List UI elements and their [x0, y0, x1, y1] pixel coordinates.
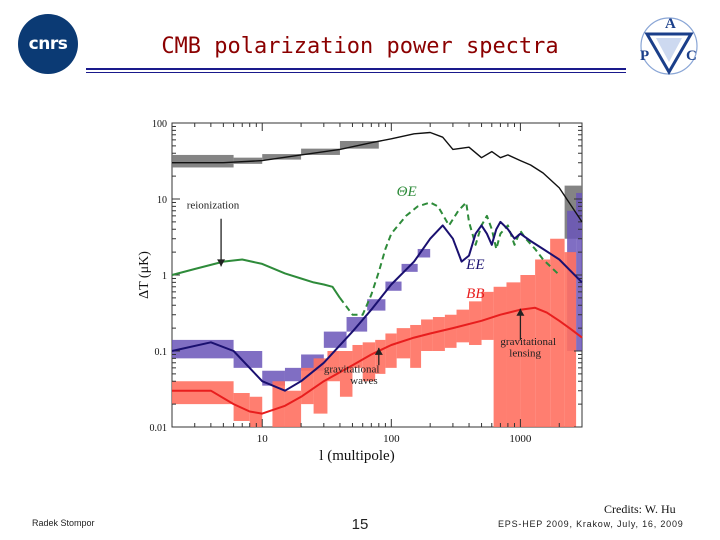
author-name: Radek Stompor [32, 518, 95, 528]
x-axis-label: l (multipole) [319, 448, 394, 464]
y-tick-label-0.01: 0.01 [150, 423, 168, 434]
tt-series-line-0 [172, 131, 583, 223]
x-tick-label-1000: 1000 [509, 433, 532, 445]
bb-box-error-box-39 [481, 291, 494, 340]
te-series-line-1 [339, 201, 560, 316]
annotation-arrowhead-1 [374, 347, 383, 355]
bb-box-error-box-28 [352, 344, 363, 368]
power-spectra-chart: 10 100 1000 0.01 0.1 1 10 100 l (multipole) ΔT (μ… [137, 119, 583, 464]
title-rule [86, 68, 626, 70]
ee-box-error-box-14 [385, 281, 402, 291]
bb-box-error-box-41 [506, 282, 521, 427]
y-tick-label-100: 100 [152, 119, 167, 130]
ee-box-error-box-15 [401, 263, 418, 272]
x-tick-label-100: 100 [383, 433, 400, 445]
bb-box-error-box-32 [396, 328, 411, 359]
cnrs-logo: cnrs [18, 14, 78, 74]
y-axis-label: ΔT (μK) [137, 251, 152, 299]
y-tick-label-10: 10 [157, 195, 167, 206]
annotation-arrowhead-2 [516, 308, 525, 316]
bb-box-error-box-25 [313, 358, 328, 414]
bb-box-error-box-29 [362, 342, 376, 382]
ee-box-error-box-11 [323, 331, 347, 348]
tt-box-error-box-2 [262, 154, 302, 160]
bb-box-error-box-31 [385, 333, 397, 368]
credits-text: Credits: W. Hu [604, 502, 676, 516]
page-number: 15 [351, 516, 369, 533]
ee-box-error-box-16 [417, 248, 431, 258]
bb-box-error-box-23 [284, 390, 302, 427]
annotation-label-1: EE [465, 257, 484, 273]
y-tick-label-0.1: 0.1 [155, 347, 168, 358]
annotation-label-3: reionization [187, 199, 240, 211]
event-name: EPS-HEP 2009, Krakow, July, 16, 2009 [498, 519, 684, 529]
annotation-arrowhead-0 [217, 259, 226, 267]
annotation-label-0: ΘE [397, 184, 417, 200]
slide-title: CMB polarization power spectra [161, 34, 559, 59]
bb-box-error-box-30 [375, 339, 386, 374]
bb-box-error-box-27 [339, 351, 353, 397]
bb-box-error-box-40 [493, 286, 507, 427]
bb-box-error-box-22 [272, 381, 285, 427]
x-tick-label-10: 10 [257, 433, 269, 445]
bb-box-error-box-35 [432, 317, 445, 351]
title-rule-thin [86, 72, 626, 73]
te-series-line-2 [171, 258, 341, 299]
cnrs-logo-text: cnrs [28, 34, 68, 54]
tt-box-error-box-0 [172, 154, 234, 168]
ee-series-line-3 [171, 220, 583, 392]
bb-box-error-box-44 [550, 238, 565, 427]
bb-series-line-4 [172, 306, 583, 415]
bb-box-error-box-36 [444, 314, 457, 348]
y-tick-label-1: 1 [162, 271, 167, 282]
bb-box-error-box-19 [172, 381, 234, 405]
annotation-label-4: gravitational [324, 364, 380, 376]
apc-letter-c: C [686, 48, 697, 64]
bb-box-error-box-42 [520, 275, 536, 427]
apc-logo: A P C [640, 16, 698, 75]
ee-box-error-box-9 [284, 367, 302, 382]
bb-box-error-box-45 [564, 252, 577, 427]
bb-box-error-box-43 [535, 259, 551, 427]
ee-box-error-box-18 [576, 192, 582, 351]
apc-letter-p: P [640, 48, 649, 64]
bb-box-error-box-33 [410, 324, 422, 368]
ee-box-error-box-7 [233, 351, 263, 368]
annotation-label-5: waves [350, 375, 378, 387]
annotation-label-6: gravitational [500, 336, 556, 348]
apc-letter-a: A [665, 16, 676, 32]
annotation-label-7: lensing [509, 347, 541, 359]
annotation-label-2: BB [466, 286, 484, 302]
